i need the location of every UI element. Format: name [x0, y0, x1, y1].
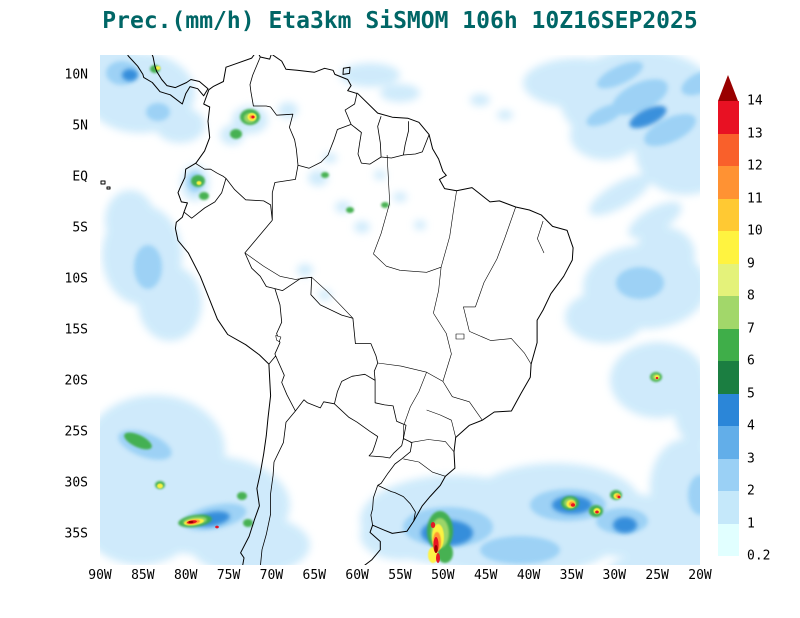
lon-tick-label: 35W [559, 568, 584, 583]
colorbar-level-label: 5 [747, 386, 755, 401]
plot-title: Prec.(mm/h) Eta3km SiSMOM 106h 10Z16SEP2… [102, 8, 698, 34]
colorbar-level-label: 7 [747, 321, 755, 336]
lon-tick-label: 45W [473, 568, 498, 583]
south-america-coast [174, 55, 574, 565]
lon-tick-label: 90W [88, 568, 112, 583]
lat-tick-label: 30S [64, 475, 88, 491]
lon-tick-label: 75W [216, 568, 241, 583]
lon-tick-label: 80W [173, 568, 198, 583]
coastlines [100, 55, 574, 565]
colorbar-segment [718, 263, 739, 296]
map-canvas [100, 55, 700, 565]
colorbar-segment [718, 231, 739, 264]
colorbar-level-label: 13 [747, 126, 763, 141]
colorbar-segment [718, 133, 739, 166]
colorbar-level-label: 12 [747, 158, 763, 174]
colorbar-segment [718, 296, 739, 329]
lon-tick-label: 50W [431, 568, 455, 583]
colorbar-level-label: 11 [747, 191, 763, 206]
lat-tick-label: 15S [64, 322, 88, 338]
lake-titicaca [275, 335, 282, 342]
galapagos-island-2 [106, 186, 111, 190]
lon-tick-label: 25W [645, 568, 669, 583]
lon-tick-label: 40W [516, 568, 541, 583]
colorbar-segment [718, 101, 739, 134]
colorbar-segment [718, 426, 739, 459]
colorbar-level-label: 14 [747, 93, 763, 109]
colorbar-level-label: 2 [747, 483, 755, 499]
colorbar-segment [718, 361, 739, 394]
country-borders [183, 56, 430, 565]
colorbar-level-label: 0.2 [747, 548, 771, 564]
lon-tick-label: 20W [688, 568, 712, 583]
lat-tick-label: EQ [72, 169, 88, 185]
colorbar-level-label: 10 [747, 223, 763, 239]
colorbar-level-label: 6 [747, 353, 755, 369]
lon-tick-label: 30W [602, 568, 627, 583]
lon-tick-label: 70W [259, 568, 284, 583]
colorbar-level-label: 4 [747, 418, 755, 434]
colorbar-segment [718, 491, 739, 524]
colorbar-segment [718, 393, 739, 426]
colorbar-level-label: 3 [747, 451, 755, 466]
colorbar-segment [718, 166, 739, 199]
precipitation-shading [100, 55, 700, 565]
lat-tick-label: 5N [72, 118, 88, 134]
colorbar-level-label: 8 [747, 288, 755, 304]
colorbar-segment [718, 198, 739, 231]
trinidad-island [342, 66, 351, 75]
colorbar-segment [718, 523, 739, 556]
lat-tick-label: 10N [64, 67, 88, 83]
lat-tick-label: 25S [64, 424, 88, 440]
lon-tick-label: 55W [388, 568, 412, 583]
lat-tick-label: 10S [64, 271, 88, 287]
distrito-federal-outline [455, 333, 465, 340]
lat-tick-label: 5S [72, 220, 88, 236]
colorbar: 0.2 1 2 3 4 5 6 7 8 9 10 11 12 13 14 [718, 0, 798, 618]
galapagos-island [100, 180, 106, 185]
colorbar-level-label: 9 [747, 256, 755, 271]
lon-tick-label: 60W [345, 568, 369, 583]
colorbar-overflow-arrow [718, 75, 738, 101]
lon-tick-label: 65W [302, 568, 327, 583]
lat-tick-label: 35S [64, 526, 88, 542]
colorbar-segment [718, 328, 739, 361]
latitude-axis: 10N 5N EQ 5S 10S 15S 20S 25S 30S 35S [0, 0, 90, 618]
state-borders [244, 154, 545, 477]
colorbar-segment [718, 458, 739, 491]
colorbar-level-label: 1 [747, 516, 755, 531]
south-america-map [100, 55, 700, 565]
central-america-coast [127, 55, 209, 105]
lat-tick-label: 20S [64, 373, 88, 389]
lon-tick-label: 85W [131, 568, 155, 583]
